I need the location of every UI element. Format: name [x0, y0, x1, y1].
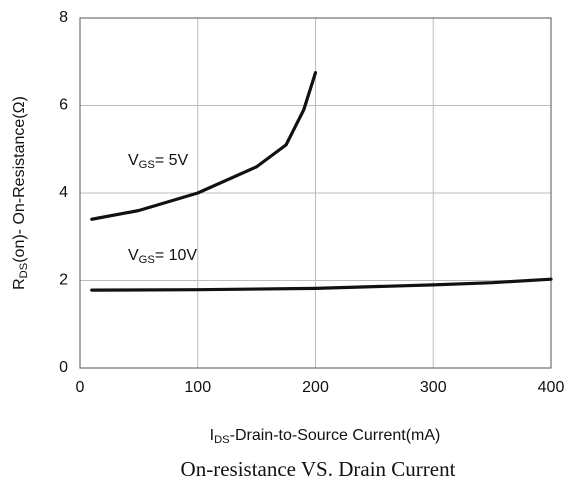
x-tick-label: 200	[302, 379, 329, 396]
y-axis-label-part: DS	[18, 263, 30, 279]
x-tick-label: 0	[76, 379, 85, 396]
series-line	[90, 71, 318, 221]
y-tick-label: 6	[59, 97, 68, 114]
x-axis-label-part: -Drain-to-Source Current(mA)	[230, 427, 441, 444]
series-line	[90, 277, 553, 292]
x-tick-label: 400	[538, 379, 565, 396]
annotation-part: = 10V	[155, 247, 198, 264]
annotation-part: GS	[139, 159, 155, 171]
y-axis-label-part: R	[11, 278, 28, 290]
y-axis-label-part: (on)- On-Resistance(Ω)	[11, 96, 28, 263]
y-tick-label: 8	[59, 9, 68, 26]
y-axis-label: RDS(on)- On-Resistance(Ω)	[11, 96, 30, 290]
x-axis-label-part: DS	[214, 434, 230, 446]
x-axis-label-part: I	[210, 427, 214, 444]
annotation: VGS= 5V	[128, 152, 189, 171]
plot-border	[79, 17, 552, 369]
annotation: VGS= 10V	[128, 247, 197, 266]
chart-title: On-resistance VS. Drain Current	[181, 457, 456, 481]
annotation-part: V	[128, 247, 139, 264]
y-tick-label: 0	[59, 359, 68, 376]
x-tick-label: 300	[420, 379, 447, 396]
annotation-part: GS	[139, 254, 155, 266]
annotation-part: = 5V	[155, 152, 189, 169]
y-tick-label: 2	[59, 272, 68, 289]
y-tick-label: 4	[59, 184, 68, 201]
annotation-part: V	[128, 152, 139, 169]
x-tick-label: 100	[184, 379, 211, 396]
x-axis-label: IDS-Drain-to-Source Current(mA)	[210, 427, 441, 446]
